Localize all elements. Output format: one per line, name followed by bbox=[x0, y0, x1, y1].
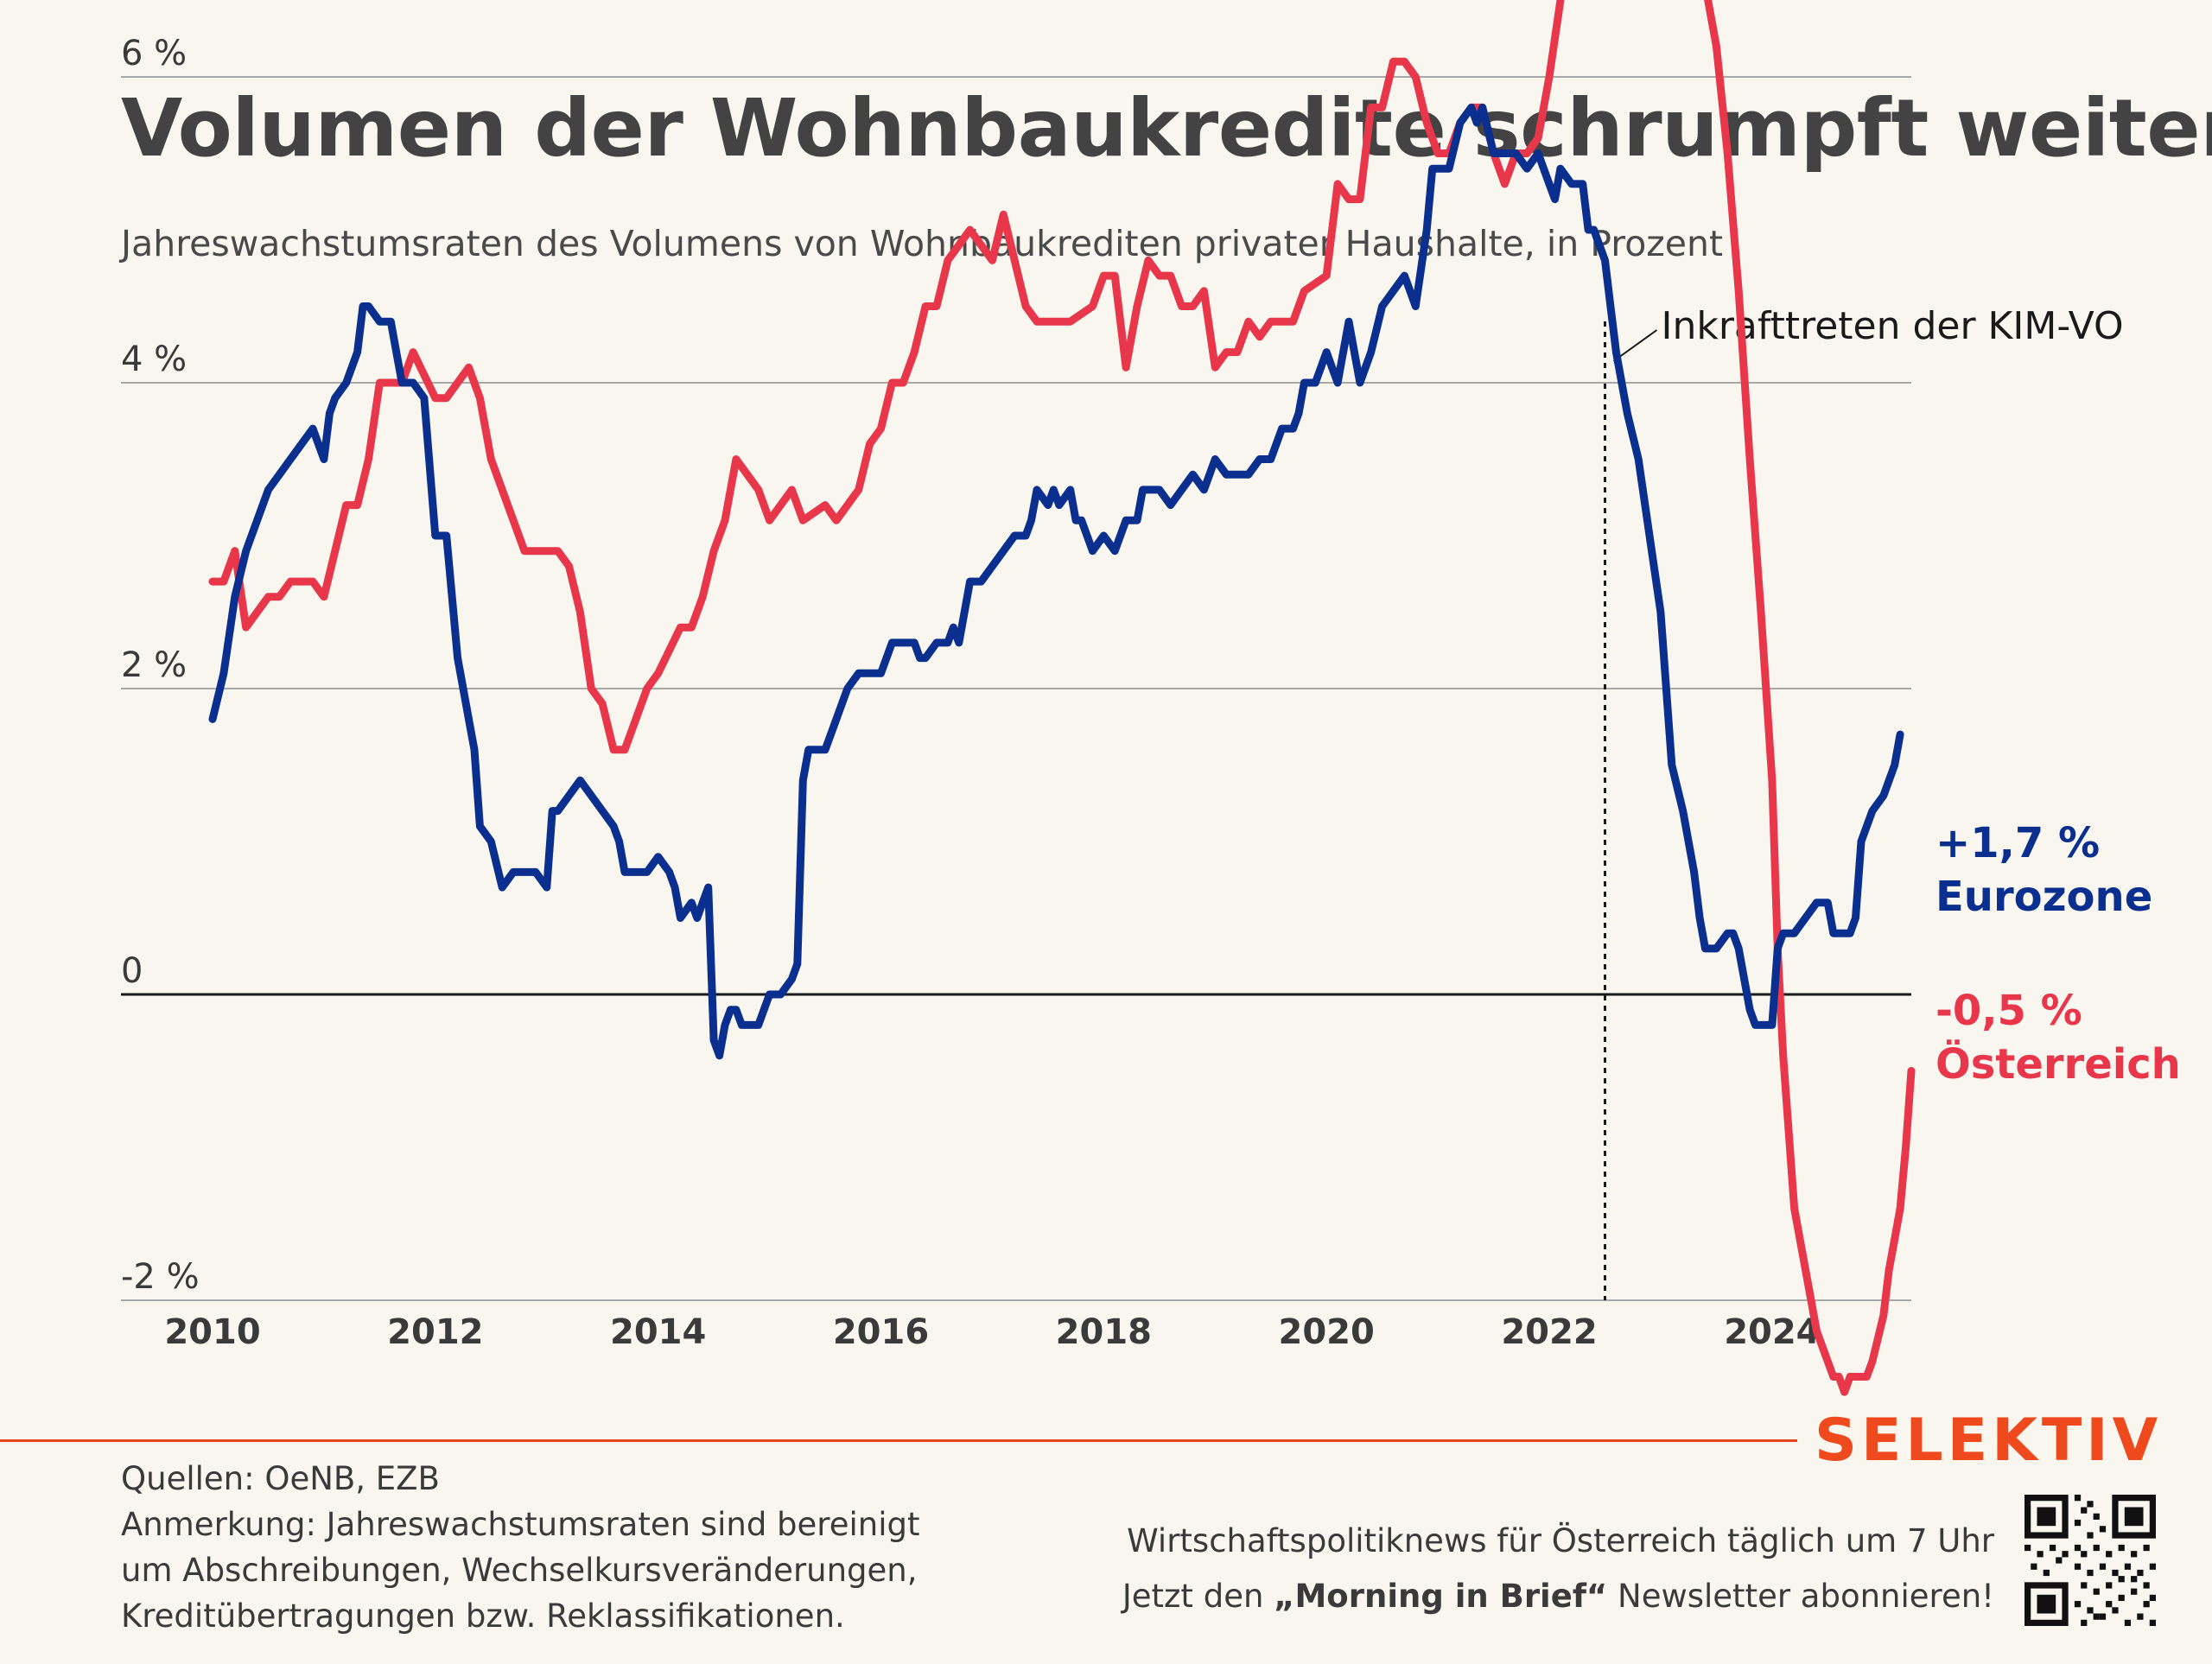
x-tick-label: 2018 bbox=[1056, 1312, 1152, 1352]
series-line-eurozone bbox=[208, 103, 1904, 1060]
note-line: Kreditübertragungen bzw. Reklassifikatio… bbox=[121, 1597, 845, 1635]
y-tick-label: 4 % bbox=[121, 340, 187, 379]
annotation-label: Inkrafttreten der KIM-VO bbox=[1661, 304, 2123, 348]
series-line-oesterreich bbox=[208, 0, 1916, 1396]
sources-line: Quellen: OeNB, EZB bbox=[121, 1460, 440, 1497]
promo-line-1: Wirtschaftspolitiknews für Österreich tä… bbox=[1127, 1522, 1994, 1559]
sources-note: Quellen: OeNB, EZB Anmerkung: Jahreswach… bbox=[121, 1456, 919, 1639]
line-chart: 8 %6 %4 %2 %0-2 %-4 %2010201220142016201… bbox=[121, 0, 2181, 1396]
promo-prefix: Jetzt den bbox=[1122, 1578, 1274, 1615]
x-tick-label: 2022 bbox=[1501, 1312, 1597, 1352]
x-tick-label: 2010 bbox=[164, 1312, 260, 1352]
eurozone-series-name: Eurozone bbox=[1936, 873, 2152, 921]
x-tick-label: 2012 bbox=[387, 1312, 483, 1352]
x-tick-label: 2024 bbox=[1724, 1312, 1820, 1352]
note-line: Anmerkung: Jahreswachstumsraten sind ber… bbox=[121, 1506, 920, 1543]
x-tick-label: 2020 bbox=[1279, 1312, 1375, 1352]
chart-title: Volumen der Wohnbaukredite schrumpft wei… bbox=[121, 82, 2212, 175]
x-tick-label: 2016 bbox=[833, 1312, 929, 1352]
brand-logo: SELEKTIV bbox=[1815, 1407, 2163, 1475]
y-tick-label: 6 % bbox=[121, 34, 187, 73]
note-line: um Abschreibungen, Wechselkursveränderun… bbox=[121, 1552, 918, 1589]
annotation-leader bbox=[1612, 329, 1658, 362]
chart-subtitle: Jahreswachstumsraten des Volumens von Wo… bbox=[121, 223, 1724, 264]
newsletter-name: „Morning in Brief“ bbox=[1274, 1578, 1608, 1615]
y-tick-label: -2 % bbox=[121, 1257, 200, 1297]
newsletter-promo: Wirtschaftspolitiknews für Österreich tä… bbox=[1122, 1514, 1994, 1624]
promo-suffix: Newsletter abonnieren! bbox=[1607, 1578, 1994, 1615]
x-tick-label: 2014 bbox=[610, 1312, 706, 1352]
y-tick-label: 2 % bbox=[121, 645, 187, 685]
footer-divider bbox=[0, 1439, 1797, 1442]
oesterreich-series-name: Österreich bbox=[1936, 1039, 2181, 1089]
y-tick-label: 0 bbox=[121, 951, 143, 991]
oesterreich-end-value: -0,5 % bbox=[1936, 987, 2082, 1035]
promo-line-2: Jetzt den „Morning in Brief“ Newsletter … bbox=[1122, 1569, 1994, 1624]
eurozone-end-value: +1,7 % bbox=[1936, 819, 2100, 867]
qr-code-icon[interactable] bbox=[2024, 1495, 2156, 1626]
